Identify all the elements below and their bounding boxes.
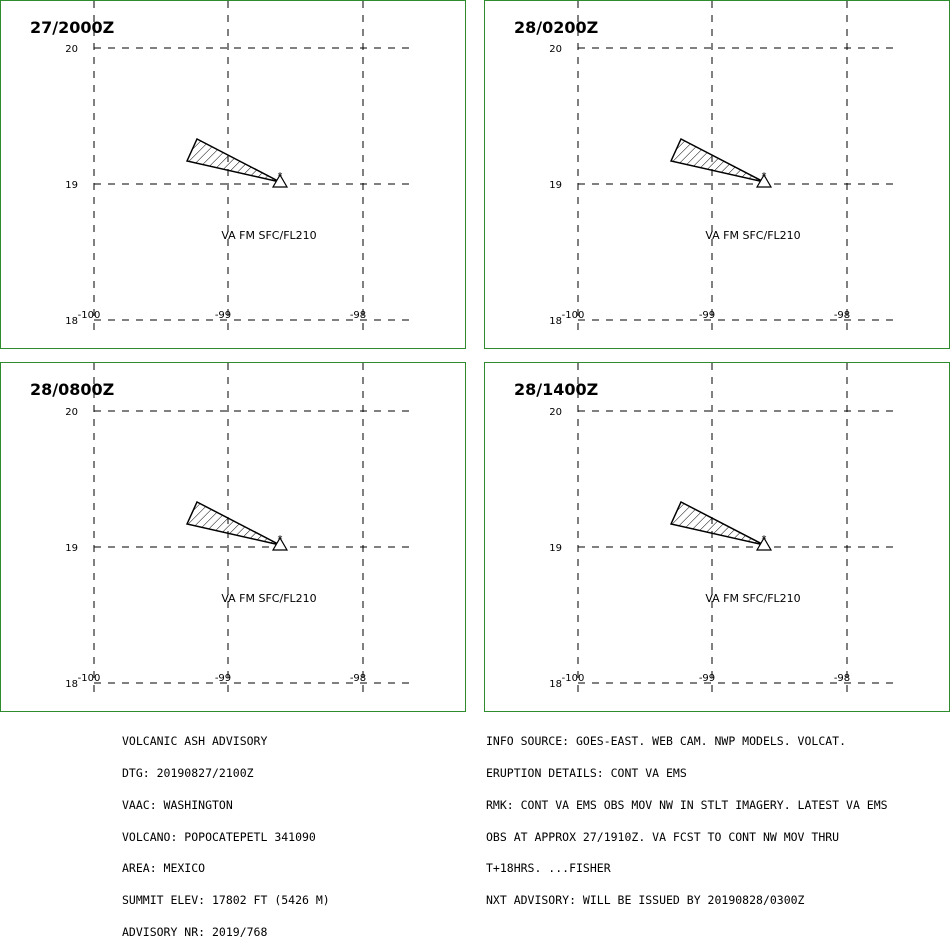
ash-cloud-polygon xyxy=(669,137,765,183)
eruption-marker-icon: * xyxy=(762,534,767,545)
advisory-line: T+18HRS. ...FISHER xyxy=(486,861,611,876)
forecast-panel-4: 28/1400Z 20 19 18 -100 -99 -98 * VA FM SFC/FL21… xyxy=(484,362,950,712)
advisory-line: SUMMIT ELEV: 17802 FT (5426 M) xyxy=(122,893,330,908)
ash-map: 20 19 18-100 -99 -98 * VA FM SFC/FL210 xyxy=(549,363,899,699)
advisory-line: VOLCANO: POPOCATEPETL 341090 xyxy=(122,829,316,844)
advisory-line: ADVISORY NR: 2019/768 xyxy=(122,924,268,939)
va-level-label: VA FM SFC/FL210 xyxy=(221,592,316,605)
ash-cloud-polygon xyxy=(185,500,281,546)
va-level-label: VA FM SFC/FL210 xyxy=(705,229,800,242)
ash-map: 20 19 18-100 -99 -98 * VA FM SFC/FL210 xyxy=(65,1,415,336)
va-level-label: VA FM SFC/FL210 xyxy=(705,592,800,605)
ash-map: 20 19 18-100 -99 -98 * VA FM SFC/FL210 xyxy=(549,1,899,336)
advisory-line: OBS AT APPROX 27/1910Z. VA FCST TO CONT … xyxy=(486,829,840,844)
panel-time-label: 28/1400Z xyxy=(514,380,599,399)
longitude-label: -98 xyxy=(834,673,850,684)
longitude-label: -98 xyxy=(834,310,850,321)
advisory-line: RMK: CONT VA EMS OBS MOV NW IN STLT IMAG… xyxy=(486,797,888,812)
forecast-panel-1: 27/2000Z 20 19 18 -100 -99 -98 * VA FM SFC/FL21… xyxy=(0,0,466,349)
latitude-label: 18 xyxy=(549,679,562,690)
advisory-line: INFO SOURCE: GOES-EAST. WEB CAM. NWP MOD… xyxy=(486,734,847,749)
latitude-label: 19 xyxy=(65,543,78,554)
forecast-panel-3: 28/0800Z 20 19 18 -100 -99 -98 * VA FM SFC/FL21… xyxy=(0,362,466,712)
latitude-label: 18 xyxy=(65,316,78,327)
latitude-label: 20 xyxy=(549,407,562,418)
latitude-label: 19 xyxy=(65,180,78,191)
advisory-remarks-text: INFO SOURCE: GOES-EAST. WEB CAM. NWP MOD… xyxy=(486,715,888,916)
panel-time-label: 28/0200Z xyxy=(514,18,599,37)
longitude-label: -99 xyxy=(215,673,231,684)
longitude-label: -98 xyxy=(350,673,366,684)
longitude-label: -100 xyxy=(78,310,101,321)
advisory-line: NXT ADVISORY: WILL BE ISSUED BY 20190828… xyxy=(486,893,805,908)
latitude-label: 20 xyxy=(65,44,78,55)
panel-time-label: 28/0800Z xyxy=(30,380,115,399)
latitude-label: 18 xyxy=(549,316,562,327)
advisory-line: AREA: MEXICO xyxy=(122,861,206,876)
volcano-icon xyxy=(755,536,773,551)
latitude-label: 20 xyxy=(549,44,562,55)
ash-map: 20 19 18-100 -99 -98 * VA FM SFC/FL210 xyxy=(65,363,415,699)
longitude-label: -100 xyxy=(78,673,101,684)
advisory-line: ERUPTION DETAILS: CONT VA EMS xyxy=(486,765,687,780)
latitude-label: 19 xyxy=(549,180,562,191)
longitude-label: -100 xyxy=(562,673,585,684)
volcano-icon xyxy=(271,536,289,551)
longitude-label: -99 xyxy=(699,673,715,684)
eruption-marker-icon: * xyxy=(278,171,283,182)
latitude-label: 20 xyxy=(65,407,78,418)
latitude-label: 18 xyxy=(65,679,78,690)
longitude-label: -98 xyxy=(350,310,366,321)
ash-cloud-polygon xyxy=(669,500,765,546)
eruption-marker-icon: * xyxy=(278,534,283,545)
advisory-header-text: VOLCANIC ASH ADVISORY DTG: 20190827/2100… xyxy=(122,715,330,948)
longitude-label: -100 xyxy=(562,310,585,321)
eruption-marker-icon: * xyxy=(762,171,767,182)
volcano-icon xyxy=(271,173,289,188)
va-level-label: VA FM SFC/FL210 xyxy=(221,229,316,242)
volcano-icon xyxy=(755,173,773,188)
panel-time-label: 27/2000Z xyxy=(30,18,115,37)
forecast-panel-2: 28/0200Z 20 19 18 -100 -99 -98 * VA FM SFC/FL21… xyxy=(484,0,950,349)
longitude-label: -99 xyxy=(699,310,715,321)
advisory-line: VAAC: WASHINGTON xyxy=(122,797,233,812)
longitude-label: -99 xyxy=(215,310,231,321)
ash-cloud-polygon xyxy=(185,137,281,183)
advisory-line: DTG: 20190827/2100Z xyxy=(122,765,254,780)
latitude-label: 19 xyxy=(549,543,562,554)
advisory-line: VOLCANIC ASH ADVISORY xyxy=(122,734,268,749)
